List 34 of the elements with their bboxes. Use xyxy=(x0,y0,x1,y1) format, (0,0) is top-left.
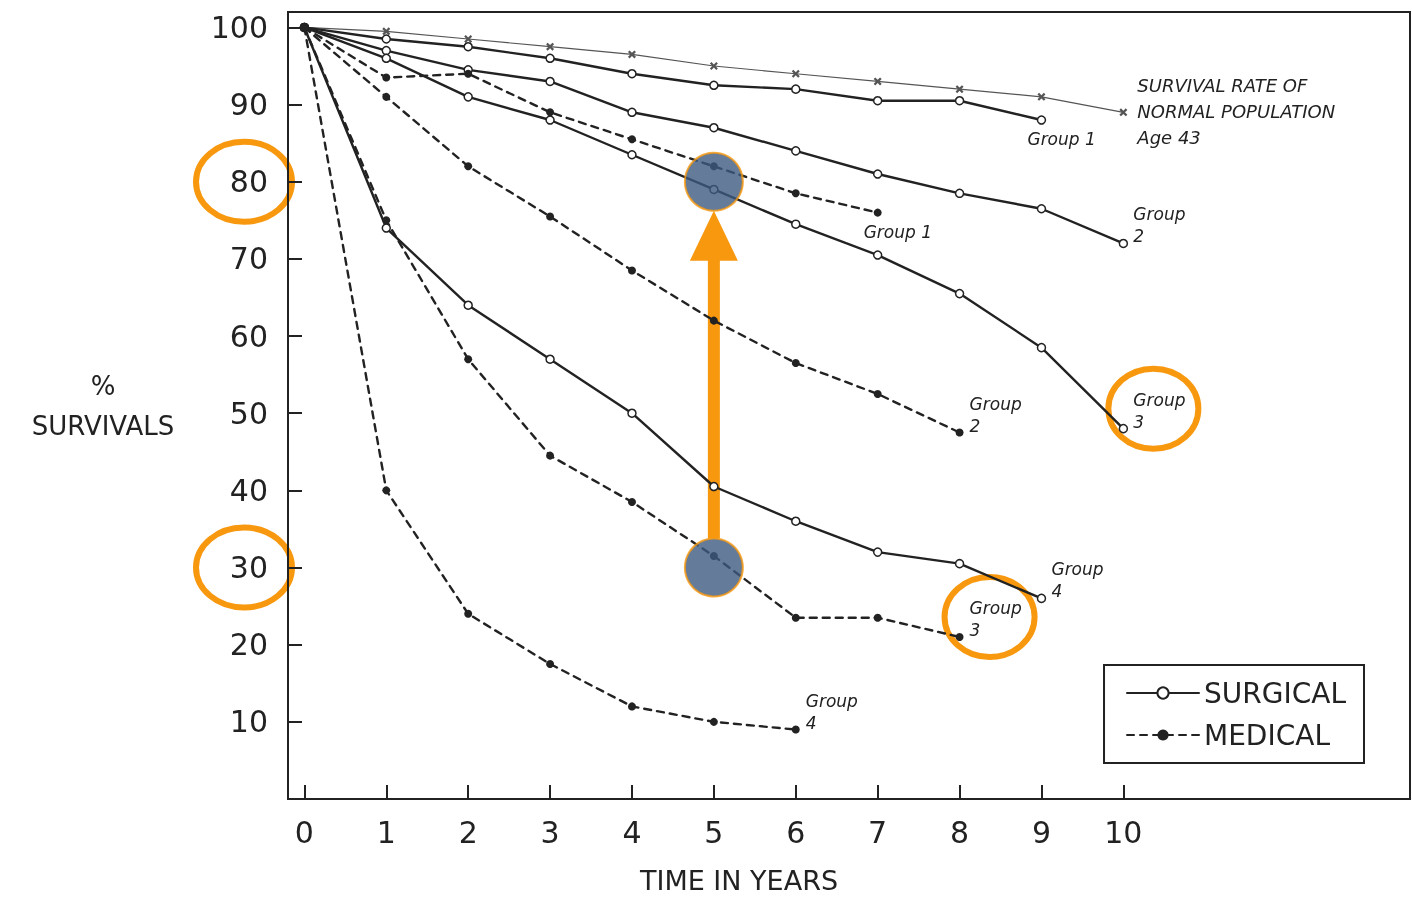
annotation: Group 1 xyxy=(1027,129,1096,150)
x-tick-label: 0 xyxy=(294,814,314,850)
x-tick-label: 10 xyxy=(1104,814,1143,850)
annotation: Group 3 xyxy=(1133,389,1186,432)
x-tick-label: 9 xyxy=(1031,814,1052,850)
y-tick-label: 90 xyxy=(229,87,268,123)
x-tick-label: 8 xyxy=(950,814,970,850)
x-tick-label: 7 xyxy=(868,814,888,850)
y-tick-label: 40 xyxy=(229,472,268,508)
y-tick-label: 30 xyxy=(229,550,268,586)
x-tick-label: 2 xyxy=(458,814,478,850)
y-axis-title: % SURVIVALS xyxy=(31,370,175,441)
y-tick-label: 100 xyxy=(210,9,268,45)
legend-label: MEDICAL xyxy=(1204,718,1331,752)
x-axis-title: TIME IN YEARS xyxy=(638,865,839,896)
annotation: SURVIVAL RATE OF NORMAL POPULATION Age 43 xyxy=(1136,74,1336,148)
x-tick-label: 4 xyxy=(622,814,642,850)
legend-label: SURGICAL xyxy=(1204,676,1347,710)
x-tick-label: 1 xyxy=(376,814,396,850)
x-tick-label: 5 xyxy=(704,814,724,850)
y-tick-label: 20 xyxy=(229,627,268,663)
annotation: Group 4 xyxy=(805,690,859,733)
annotation: Group 4 xyxy=(1051,559,1104,602)
x-tick-label: 6 xyxy=(786,814,806,850)
annotation: Group 3 xyxy=(969,597,1022,640)
y-tick-label: 80 xyxy=(229,164,268,200)
annotation: Group 1 xyxy=(863,221,933,242)
x-tick-label: 3 xyxy=(540,814,560,850)
annotation: Group 2 xyxy=(969,393,1022,436)
y-tick-label: 10 xyxy=(229,704,268,740)
annotation: Group 2 xyxy=(1133,204,1186,247)
y-tick-label: 50 xyxy=(229,395,268,431)
y-tick-label: 60 xyxy=(229,318,268,354)
y-tick-label: 70 xyxy=(229,241,268,277)
